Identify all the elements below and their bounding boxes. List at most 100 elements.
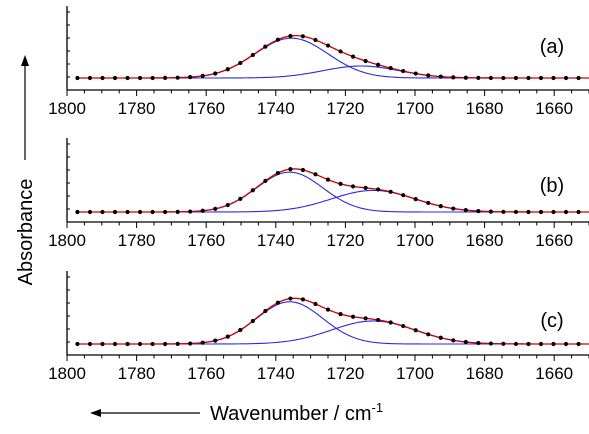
data-point — [388, 66, 393, 71]
x-axis-label-superscript: -1 — [372, 400, 384, 415]
data-point — [175, 341, 180, 346]
data-point — [263, 308, 268, 314]
data-point — [213, 338, 218, 343]
data-point — [325, 307, 331, 312]
data-point — [551, 341, 556, 347]
data-point — [200, 340, 205, 345]
data-point — [376, 62, 381, 67]
data-point — [225, 67, 230, 72]
data-point — [451, 206, 456, 211]
data-point — [225, 202, 230, 208]
data-point — [488, 75, 493, 81]
data-point — [401, 193, 406, 198]
data-point — [526, 209, 531, 215]
x-tick-label: 1760 — [187, 231, 225, 250]
data-point — [363, 58, 368, 64]
data-point — [576, 75, 581, 81]
data-point — [313, 301, 318, 307]
panel-label: (b) — [540, 175, 564, 197]
data-point — [338, 181, 343, 186]
x-tick-label: 1720 — [326, 364, 364, 383]
data-point — [112, 75, 118, 81]
data-point — [563, 75, 569, 81]
data-point — [275, 37, 280, 42]
x-tick-label: 1700 — [396, 364, 434, 383]
data-point — [463, 339, 468, 345]
data-point — [463, 75, 468, 80]
data-point — [125, 341, 130, 347]
data-point — [388, 189, 393, 194]
fit-sum-curve — [77, 168, 589, 213]
data-point — [313, 37, 318, 43]
data-point — [188, 209, 193, 214]
x-tick-label: 1700 — [396, 99, 434, 118]
data-point — [376, 317, 381, 323]
component-peak-curve — [77, 301, 589, 345]
data-point — [87, 341, 93, 347]
data-point — [137, 341, 143, 347]
data-point — [338, 311, 343, 317]
x-tick-label: 1800 — [48, 99, 86, 118]
data-point — [238, 60, 243, 66]
data-point — [112, 341, 118, 347]
data-point — [401, 323, 406, 329]
x-tick-label: 1740 — [257, 364, 295, 383]
data-point — [413, 196, 418, 202]
data-point — [513, 75, 519, 81]
data-point — [75, 341, 80, 347]
data-point — [150, 75, 155, 81]
data-point — [350, 314, 356, 319]
x-tick-label: 1680 — [466, 364, 504, 383]
data-point — [137, 75, 143, 81]
data-point — [150, 341, 155, 347]
data-point — [325, 43, 331, 48]
data-point — [100, 209, 105, 215]
x-tick-label: 1660 — [535, 231, 573, 250]
data-point — [451, 75, 456, 80]
data-point — [438, 74, 443, 79]
data-point — [501, 341, 506, 346]
x-axis-label-group: Wavenumber / cm-1 — [90, 400, 383, 425]
x-tick-label: 1780 — [118, 364, 156, 383]
data-point — [438, 204, 443, 209]
data-point — [476, 208, 481, 214]
data-point — [112, 209, 118, 215]
data-point — [350, 184, 356, 189]
x-axis-label: Wavenumber / cm-1 — [210, 400, 383, 425]
panel-1: 1800 1780 1760 1740 1720 1700 1680 1660 (a) — [48, 6, 589, 118]
x-tick-label: 1760 — [187, 364, 225, 383]
data-point — [363, 316, 368, 321]
component-peak-curve — [77, 320, 589, 345]
x-axis-label-main: Wavenumber / cm — [210, 403, 372, 425]
data-point — [338, 49, 343, 54]
component-peak-curve — [77, 65, 589, 79]
data-point — [363, 185, 368, 190]
x-tick-label: 1800 — [48, 231, 86, 250]
data-point — [275, 300, 280, 305]
data-point — [551, 209, 556, 215]
data-point — [263, 178, 268, 183]
x-axis-arrow-head — [90, 409, 101, 417]
x-tick-label: 1660 — [535, 99, 573, 118]
data-point — [87, 209, 93, 215]
data-point — [313, 172, 318, 177]
data-point — [250, 52, 255, 58]
component-peak-curve — [77, 171, 589, 213]
data-point — [288, 167, 293, 172]
x-tick-label: 1780 — [118, 99, 156, 118]
data-point — [538, 75, 544, 81]
data-point — [426, 200, 431, 206]
x-tick-label: 1700 — [396, 231, 434, 250]
component-peak-curve — [77, 189, 589, 213]
data-point — [87, 75, 93, 81]
x-tick-label: 1680 — [466, 231, 504, 250]
data-point — [200, 208, 205, 213]
panel-3: 1800 1780 1760 1740 1720 1700 1680 1660 (c) — [48, 271, 589, 383]
data-point — [200, 73, 205, 79]
data-point — [125, 209, 130, 215]
data-point — [250, 188, 255, 193]
data-point — [225, 334, 230, 339]
data-point — [288, 33, 293, 39]
data-point — [188, 75, 193, 80]
data-point — [513, 341, 519, 347]
